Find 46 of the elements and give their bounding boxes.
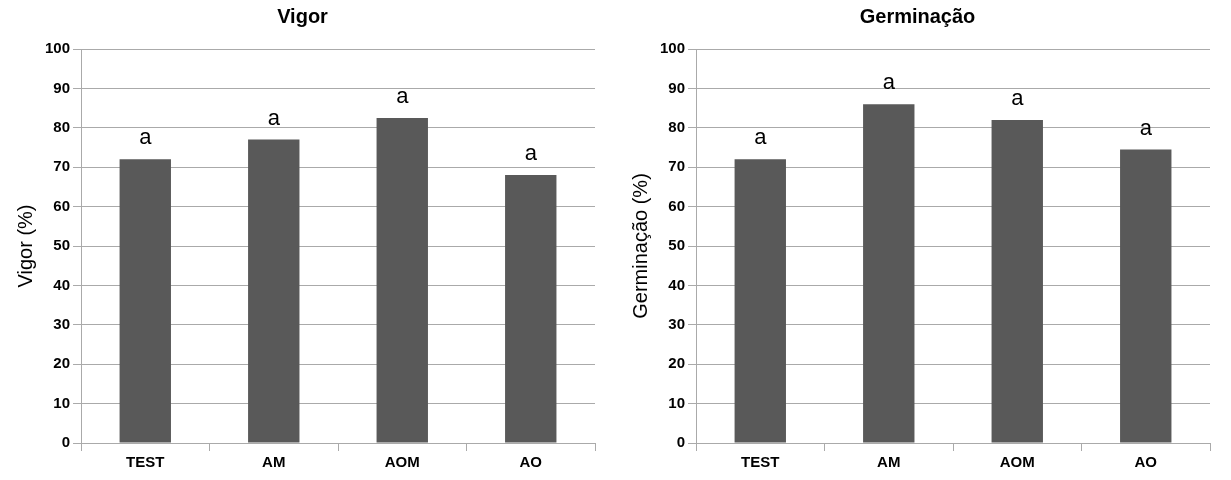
chart-title: Vigor: [277, 4, 329, 27]
y-tick-label: 80: [668, 117, 686, 135]
annotation: a: [139, 124, 153, 150]
chart-title: Germinação: [859, 4, 976, 27]
annotation: a: [882, 69, 896, 95]
y-tick-label: 100: [660, 39, 686, 57]
x-tick-label: AM: [877, 453, 901, 471]
x-tick-label: TEST: [126, 453, 165, 471]
x-tick-label: AO: [519, 453, 543, 471]
y-axis-title: Vigor (%): [13, 204, 36, 288]
y-tick-label: 100: [45, 39, 71, 57]
y-tick-label: 20: [53, 354, 71, 372]
y-tick-label: 60: [668, 196, 686, 214]
y-tick-label: 90: [53, 78, 71, 96]
y-tick-label: 40: [53, 275, 71, 293]
bar: [991, 119, 1043, 443]
x-tick-label: AOM: [384, 453, 420, 471]
y-tick-label: 90: [668, 78, 686, 96]
x-tick-label: AO: [1134, 453, 1158, 471]
y-axis-title: Germinação (%): [628, 173, 651, 319]
annotation: a: [1011, 84, 1025, 110]
x-tick-label: AM: [262, 453, 286, 471]
y-tick-label: 20: [668, 354, 686, 372]
y-tick-label: 70: [53, 157, 71, 175]
y-tick-label: 50: [668, 236, 686, 254]
y-tick-label: 10: [53, 393, 71, 411]
y-tick-label: 40: [668, 275, 686, 293]
bar: [734, 159, 786, 443]
annotation: a: [524, 140, 538, 166]
annotation: a: [396, 83, 410, 109]
annotation: a: [267, 104, 281, 130]
annotation: a: [1139, 114, 1153, 140]
y-tick-label: 50: [53, 236, 71, 254]
y-tick-label: 10: [668, 393, 686, 411]
x-tick-label: TEST: [741, 453, 780, 471]
y-tick-label: 80: [53, 117, 71, 135]
x-tick-label: AOM: [999, 453, 1035, 471]
y-tick-label: 30: [668, 314, 686, 332]
y-tick-label: 60: [53, 196, 71, 214]
y-tick-label: 70: [668, 157, 686, 175]
annotation: a: [754, 124, 768, 150]
y-tick-label: 30: [53, 314, 71, 332]
y-tick-label: 0: [676, 433, 686, 451]
bar: [1120, 149, 1172, 443]
y-tick-label: 0: [61, 433, 71, 451]
bar: [863, 104, 915, 443]
